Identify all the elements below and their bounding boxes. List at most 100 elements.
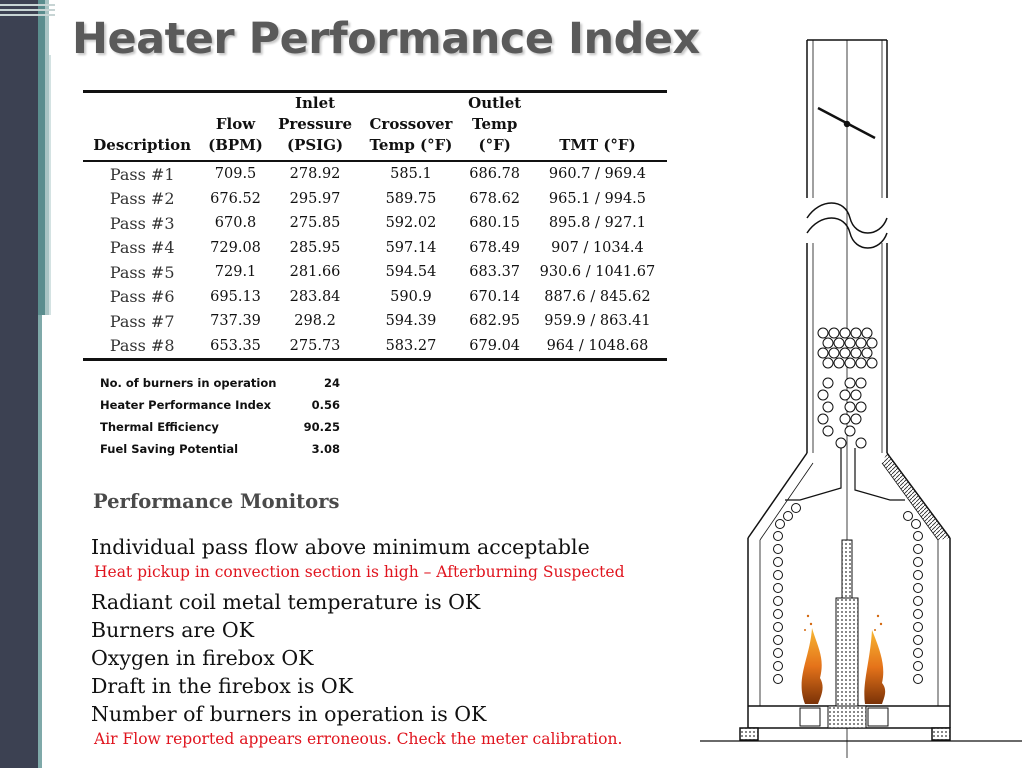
summary-label: Fuel Saving Potential — [100, 442, 239, 456]
monitor-status: Individual pass flow above minimum accep… — [91, 535, 590, 559]
pass-tmt: 895.8 / 927.1 — [548, 215, 646, 232]
table-row: Pass #8 653.35 275.73 583.27 679.04 964 / 104… — [83, 334, 667, 360]
pass-crossover-temp: 590.9 — [390, 288, 432, 305]
monitor-status: Radiant coil metal temperature is OK — [91, 590, 481, 614]
pass-inlet-pressure: 295.97 — [289, 190, 341, 207]
summary-label: Heater Performance Index — [100, 398, 272, 412]
summary-label: Thermal Efficiency — [100, 420, 219, 434]
fired-heater-diagram — [700, 39, 1022, 758]
burner-flame-left — [801, 628, 823, 704]
pass-tmt: 887.6 / 845.62 — [544, 288, 651, 305]
convection-tubes — [817, 327, 878, 449]
pass-crossover-temp: 592.02 — [385, 215, 437, 232]
summary-value: 0.56 — [311, 398, 340, 412]
pass-outlet-temp: 678.49 — [469, 239, 521, 256]
sidebar-dark-stripe — [0, 0, 38, 768]
header-crossover-temp: Crossover Temp (°F) — [360, 91, 462, 162]
header-tmt: TMT (°F) — [527, 91, 667, 162]
pass-description: Pass #2 — [109, 189, 175, 209]
sidebar-lower-stripe — [38, 315, 42, 768]
header-flow: Flow (BPM) — [201, 91, 270, 162]
pass-flow: 676.52 — [210, 190, 261, 207]
burner-flame-right — [864, 630, 886, 704]
pass-tmt: 964 / 1048.68 — [546, 337, 649, 354]
monitor-status: Burners are OK — [91, 618, 255, 642]
table-header-row: Description Flow (BPM) Inlet Pressure (PSIG… — [83, 91, 667, 162]
pass-crossover-temp: 583.27 — [385, 337, 437, 354]
pass-crossover-temp: 594.54 — [385, 264, 437, 281]
pass-inlet-pressure: 285.95 — [289, 239, 341, 256]
table-row: Pass #1 709.5 278.92 585.1 686.78 960.7 / 969… — [83, 161, 667, 187]
sidebar-teal-stripe — [38, 0, 45, 315]
performance-monitors-heading: Performance Monitors — [93, 490, 340, 513]
pass-crossover-temp: 589.75 — [385, 190, 437, 207]
summary-row: Heater Performance Index 0.56 — [100, 394, 340, 416]
table-row: Pass #5 729.1 281.66 594.54 683.37 930.6 / 10… — [83, 260, 667, 285]
pass-flow: 729.08 — [210, 239, 261, 256]
pass-inlet-pressure: 283.84 — [289, 288, 341, 305]
page-title: Heater Performance Index — [72, 14, 700, 64]
pass-inlet-pressure: 278.92 — [289, 166, 341, 183]
pass-flow: 653.35 — [210, 337, 261, 354]
monitor-warning: Heat pickup in convection section is hig… — [94, 563, 625, 581]
pass-outlet-temp: 670.14 — [469, 288, 521, 305]
pass-crossover-temp: 597.14 — [385, 239, 437, 256]
pass-inlet-pressure: 298.2 — [294, 313, 336, 330]
pass-tmt: 959.9 / 863.41 — [544, 313, 651, 330]
pass-inlet-pressure: 275.85 — [289, 215, 341, 232]
pass-flow: 737.39 — [210, 313, 261, 330]
pass-description: Pass #7 — [109, 311, 175, 331]
table-row: Pass #7 737.39 298.2 594.39 682.95 959.9 / 86… — [83, 309, 667, 334]
pass-crossover-temp: 585.1 — [390, 166, 432, 183]
pass-tmt: 907 / 1034.4 — [551, 239, 644, 256]
pass-description: Pass #4 — [109, 238, 175, 258]
table-row: Pass #6 695.13 283.84 590.9 670.14 887.6 / 84… — [83, 285, 667, 310]
pass-description: Pass #6 — [109, 287, 175, 307]
pass-description: Pass #3 — [109, 213, 175, 233]
monitor-status: Number of burners in operation is OK — [91, 702, 487, 726]
pass-tmt: 965.1 / 994.5 — [548, 190, 646, 207]
pass-outlet-temp: 686.78 — [469, 166, 521, 183]
table-row: Pass #3 670.8 275.85 592.02 680.15 895.8 / 92… — [83, 211, 667, 236]
pass-crossover-temp: 594.39 — [385, 313, 437, 330]
pass-inlet-pressure: 281.66 — [289, 264, 341, 281]
pass-flow: 709.5 — [214, 166, 257, 183]
pass-outlet-temp: 682.95 — [469, 313, 521, 330]
monitor-status: Oxygen in firebox OK — [91, 646, 314, 670]
table-row: Pass #4 729.08 285.95 597.14 678.49 907 / 103… — [83, 236, 667, 261]
radiant-coil-left — [773, 503, 801, 684]
summary-row: No. of burners in operation 24 — [100, 372, 340, 394]
pass-table-body: Pass #1 709.5 278.92 585.1 686.78 960.7 / 969… — [83, 161, 667, 360]
radiant-coil-right — [903, 511, 923, 684]
pass-tmt: 930.6 / 1041.67 — [539, 264, 656, 281]
pass-flow: 695.13 — [210, 288, 261, 305]
header-inlet-pressure: Inlet Pressure (PSIG) — [269, 91, 361, 162]
pass-inlet-pressure: 275.73 — [289, 337, 341, 354]
pass-flow: 729.1 — [214, 264, 257, 281]
sidebar-light-stripe — [45, 0, 49, 315]
monitor-warning: Air Flow reported appears erroneous. Che… — [94, 730, 623, 748]
header-outlet-temp: Outlet Temp (°F) — [461, 91, 528, 162]
monitor-status: Draft in the firebox is OK — [91, 674, 354, 698]
pass-outlet-temp: 680.15 — [469, 215, 521, 232]
summary-row: Fuel Saving Potential 3.08 — [100, 438, 340, 460]
pass-tmt: 960.7 / 969.4 — [548, 166, 646, 183]
summary-value: 90.25 — [303, 420, 340, 434]
pass-description: Pass #1 — [109, 164, 175, 184]
pass-table: Description Flow (BPM) Inlet Pressure (PSIG… — [83, 90, 667, 361]
summary-value: 3.08 — [311, 442, 340, 456]
corner-line — [0, 14, 55, 16]
pass-flow: 670.8 — [214, 215, 257, 232]
corner-line — [0, 9, 55, 11]
summary-row: Thermal Efficiency 90.25 — [100, 416, 340, 438]
corner-line — [0, 4, 55, 6]
sidebar-thin-stripe — [49, 55, 51, 315]
pass-description: Pass #8 — [109, 336, 175, 356]
summary-value: 24 — [323, 376, 340, 390]
summary-label: No. of burners in operation — [100, 376, 277, 390]
summary-table: No. of burners in operation 24 Heater Perf… — [100, 372, 340, 460]
pass-outlet-temp: 679.04 — [469, 337, 521, 354]
table-row: Pass #2 676.52 295.97 589.75 678.62 965.1 / 9… — [83, 187, 667, 212]
pass-outlet-temp: 678.62 — [469, 190, 521, 207]
pass-description: Pass #5 — [109, 262, 175, 282]
